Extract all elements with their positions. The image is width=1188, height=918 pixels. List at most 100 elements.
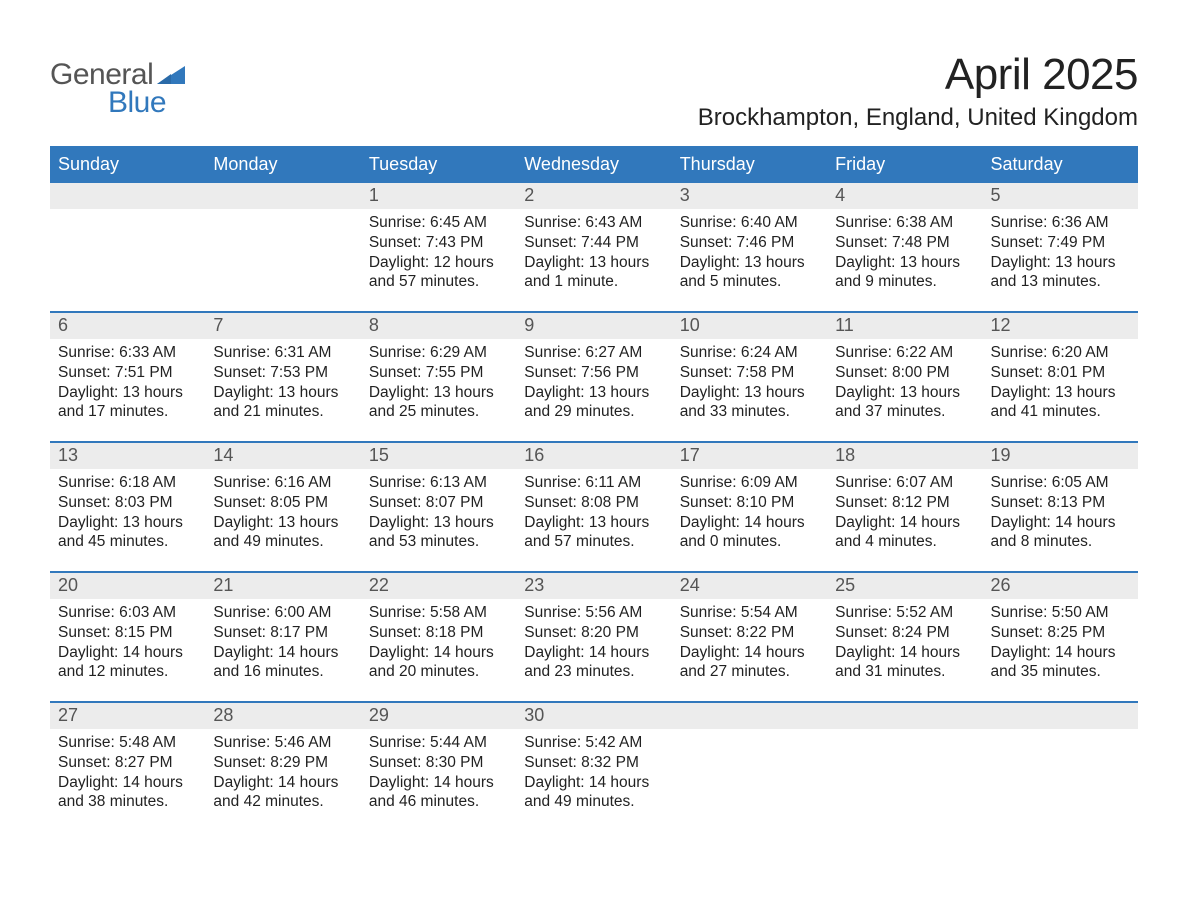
sunset-text: Sunset: 8:24 PM — [835, 623, 974, 643]
day-body: Sunrise: 6:38 AMSunset: 7:48 PMDaylight:… — [827, 209, 982, 302]
day-number: 17 — [672, 443, 827, 469]
calendar-day-cell — [50, 182, 205, 312]
calendar-day-cell: 17Sunrise: 6:09 AMSunset: 8:10 PMDayligh… — [672, 442, 827, 572]
day-body: Sunrise: 5:50 AMSunset: 8:25 PMDaylight:… — [983, 599, 1138, 692]
sunrise-text: Sunrise: 6:20 AM — [991, 343, 1130, 363]
day-body: Sunrise: 6:09 AMSunset: 8:10 PMDaylight:… — [672, 469, 827, 562]
calendar-day-cell: 8Sunrise: 6:29 AMSunset: 7:55 PMDaylight… — [361, 312, 516, 442]
calendar-day-cell: 26Sunrise: 5:50 AMSunset: 8:25 PMDayligh… — [983, 572, 1138, 702]
day-number — [827, 703, 982, 729]
daylight-text: Daylight: 14 hours and 0 minutes. — [680, 513, 819, 553]
day-body: Sunrise: 6:45 AMSunset: 7:43 PMDaylight:… — [361, 209, 516, 302]
calendar-day-cell: 10Sunrise: 6:24 AMSunset: 7:58 PMDayligh… — [672, 312, 827, 442]
day-body: Sunrise: 6:20 AMSunset: 8:01 PMDaylight:… — [983, 339, 1138, 432]
day-body: Sunrise: 5:56 AMSunset: 8:20 PMDaylight:… — [516, 599, 671, 692]
calendar-day-cell: 20Sunrise: 6:03 AMSunset: 8:15 PMDayligh… — [50, 572, 205, 702]
calendar-day-cell: 1Sunrise: 6:45 AMSunset: 7:43 PMDaylight… — [361, 182, 516, 312]
sunrise-text: Sunrise: 6:18 AM — [58, 473, 197, 493]
calendar-day-cell — [827, 702, 982, 832]
daylight-text: Daylight: 13 hours and 13 minutes. — [991, 253, 1130, 293]
sunrise-text: Sunrise: 5:56 AM — [524, 603, 663, 623]
sunrise-text: Sunrise: 6:03 AM — [58, 603, 197, 623]
daylight-text: Daylight: 14 hours and 23 minutes. — [524, 643, 663, 683]
calendar-day-cell: 21Sunrise: 6:00 AMSunset: 8:17 PMDayligh… — [205, 572, 360, 702]
day-body — [983, 729, 1138, 819]
daylight-text: Daylight: 14 hours and 12 minutes. — [58, 643, 197, 683]
calendar-day-cell: 29Sunrise: 5:44 AMSunset: 8:30 PMDayligh… — [361, 702, 516, 832]
day-number: 18 — [827, 443, 982, 469]
day-body: Sunrise: 6:36 AMSunset: 7:49 PMDaylight:… — [983, 209, 1138, 302]
day-number: 20 — [50, 573, 205, 599]
daylight-text: Daylight: 14 hours and 46 minutes. — [369, 773, 508, 813]
day-number — [672, 703, 827, 729]
daylight-text: Daylight: 13 hours and 25 minutes. — [369, 383, 508, 423]
daylight-text: Daylight: 13 hours and 9 minutes. — [835, 253, 974, 293]
day-body — [50, 209, 205, 299]
calendar-day-cell: 16Sunrise: 6:11 AMSunset: 8:08 PMDayligh… — [516, 442, 671, 572]
calendar-week-row: 27Sunrise: 5:48 AMSunset: 8:27 PMDayligh… — [50, 702, 1138, 832]
day-number: 8 — [361, 313, 516, 339]
day-number: 28 — [205, 703, 360, 729]
daylight-text: Daylight: 13 hours and 1 minute. — [524, 253, 663, 293]
sunrise-text: Sunrise: 6:05 AM — [991, 473, 1130, 493]
day-number: 5 — [983, 183, 1138, 209]
day-body: Sunrise: 5:44 AMSunset: 8:30 PMDaylight:… — [361, 729, 516, 822]
day-body: Sunrise: 5:46 AMSunset: 8:29 PMDaylight:… — [205, 729, 360, 822]
calendar-day-cell: 27Sunrise: 5:48 AMSunset: 8:27 PMDayligh… — [50, 702, 205, 832]
sunrise-text: Sunrise: 5:48 AM — [58, 733, 197, 753]
sunset-text: Sunset: 8:03 PM — [58, 493, 197, 513]
sunset-text: Sunset: 8:13 PM — [991, 493, 1130, 513]
calendar-week-row: 13 Sunrise: 6:18 AMSunset: 8:03 PM Dayligh… — [50, 442, 1138, 572]
sunset-text: Sunset: 8:01 PM — [991, 363, 1130, 383]
weekday-header: Monday — [205, 147, 360, 182]
calendar-day-cell: 22Sunrise: 5:58 AMSunset: 8:18 PMDayligh… — [361, 572, 516, 702]
sunset-text: Sunset: 8:30 PM — [369, 753, 508, 773]
daylight-text: Daylight: 14 hours and 8 minutes. — [991, 513, 1130, 553]
daylight-text: Daylight: 12 hours and 57 minutes. — [369, 253, 508, 293]
day-body: Sunrise: 6:40 AMSunset: 7:46 PMDaylight:… — [672, 209, 827, 302]
calendar-day-cell: 9Sunrise: 6:27 AMSunset: 7:56 PMDaylight… — [516, 312, 671, 442]
day-number: 13 — [50, 443, 205, 469]
daylight-text: Daylight: 14 hours and 27 minutes. — [680, 643, 819, 683]
logo-word-2: Blue — [108, 86, 166, 120]
sunset-text: Sunset: 8:27 PM — [58, 753, 197, 773]
daylight-text: Daylight: 13 hours and 5 minutes. — [680, 253, 819, 293]
calendar-day-cell — [983, 702, 1138, 832]
sunset-text: Sunset: 8:10 PM — [680, 493, 819, 513]
day-number: 29 — [361, 703, 516, 729]
day-number: 21 — [205, 573, 360, 599]
weekday-header: Sunday — [50, 147, 205, 182]
calendar-week-row: 20Sunrise: 6:03 AMSunset: 8:15 PMDayligh… — [50, 572, 1138, 702]
sunset-text: Sunset: 7:51 PM — [58, 363, 197, 383]
day-number: 9 — [516, 313, 671, 339]
day-body: Sunrise: 6:27 AMSunset: 7:56 PMDaylight:… — [516, 339, 671, 432]
sunrise-text: Sunrise: 5:52 AM — [835, 603, 974, 623]
daylight-text: Daylight: 14 hours and 31 minutes. — [835, 643, 974, 683]
daylight-text: Daylight: 14 hours and 20 minutes. — [369, 643, 508, 683]
sunrise-text: Sunrise: 6:16 AM — [213, 473, 352, 493]
day-body: Sunrise: 6:43 AMSunset: 7:44 PMDaylight:… — [516, 209, 671, 302]
sunrise-text: Sunrise: 5:46 AM — [213, 733, 352, 753]
sunset-text: Sunset: 8:08 PM — [524, 493, 663, 513]
day-body: Sunrise: 6:00 AMSunset: 8:17 PMDaylight:… — [205, 599, 360, 692]
calendar-day-cell: 18Sunrise: 6:07 AMSunset: 8:12 PMDayligh… — [827, 442, 982, 572]
day-number: 6 — [50, 313, 205, 339]
daylight-text: Daylight: 14 hours and 35 minutes. — [991, 643, 1130, 683]
day-number: 25 — [827, 573, 982, 599]
day-body: Sunrise: 5:42 AMSunset: 8:32 PMDaylight:… — [516, 729, 671, 822]
daylight-text: Daylight: 13 hours and 33 minutes. — [680, 383, 819, 423]
calendar-day-cell: 12Sunrise: 6:20 AMSunset: 8:01 PMDayligh… — [983, 312, 1138, 442]
day-body: Sunrise: 6:29 AMSunset: 7:55 PMDaylight:… — [361, 339, 516, 432]
calendar-day-cell: 3Sunrise: 6:40 AMSunset: 7:46 PMDaylight… — [672, 182, 827, 312]
sunset-text: Sunset: 7:56 PM — [524, 363, 663, 383]
calendar-page: General Blue April 2025 Brockhampton, En… — [0, 0, 1188, 882]
logo: General Blue — [50, 58, 185, 120]
calendar-day-cell: 23Sunrise: 5:56 AMSunset: 8:20 PMDayligh… — [516, 572, 671, 702]
day-number: 30 — [516, 703, 671, 729]
sunrise-text: Sunrise: 6:38 AM — [835, 213, 974, 233]
sunset-text: Sunset: 8:00 PM — [835, 363, 974, 383]
calendar-day-cell: 11Sunrise: 6:22 AMSunset: 8:00 PMDayligh… — [827, 312, 982, 442]
day-number: 23 — [516, 573, 671, 599]
sunset-text: Sunset: 8:22 PM — [680, 623, 819, 643]
calendar-day-cell: 7Sunrise: 6:31 AMSunset: 7:53 PMDaylight… — [205, 312, 360, 442]
